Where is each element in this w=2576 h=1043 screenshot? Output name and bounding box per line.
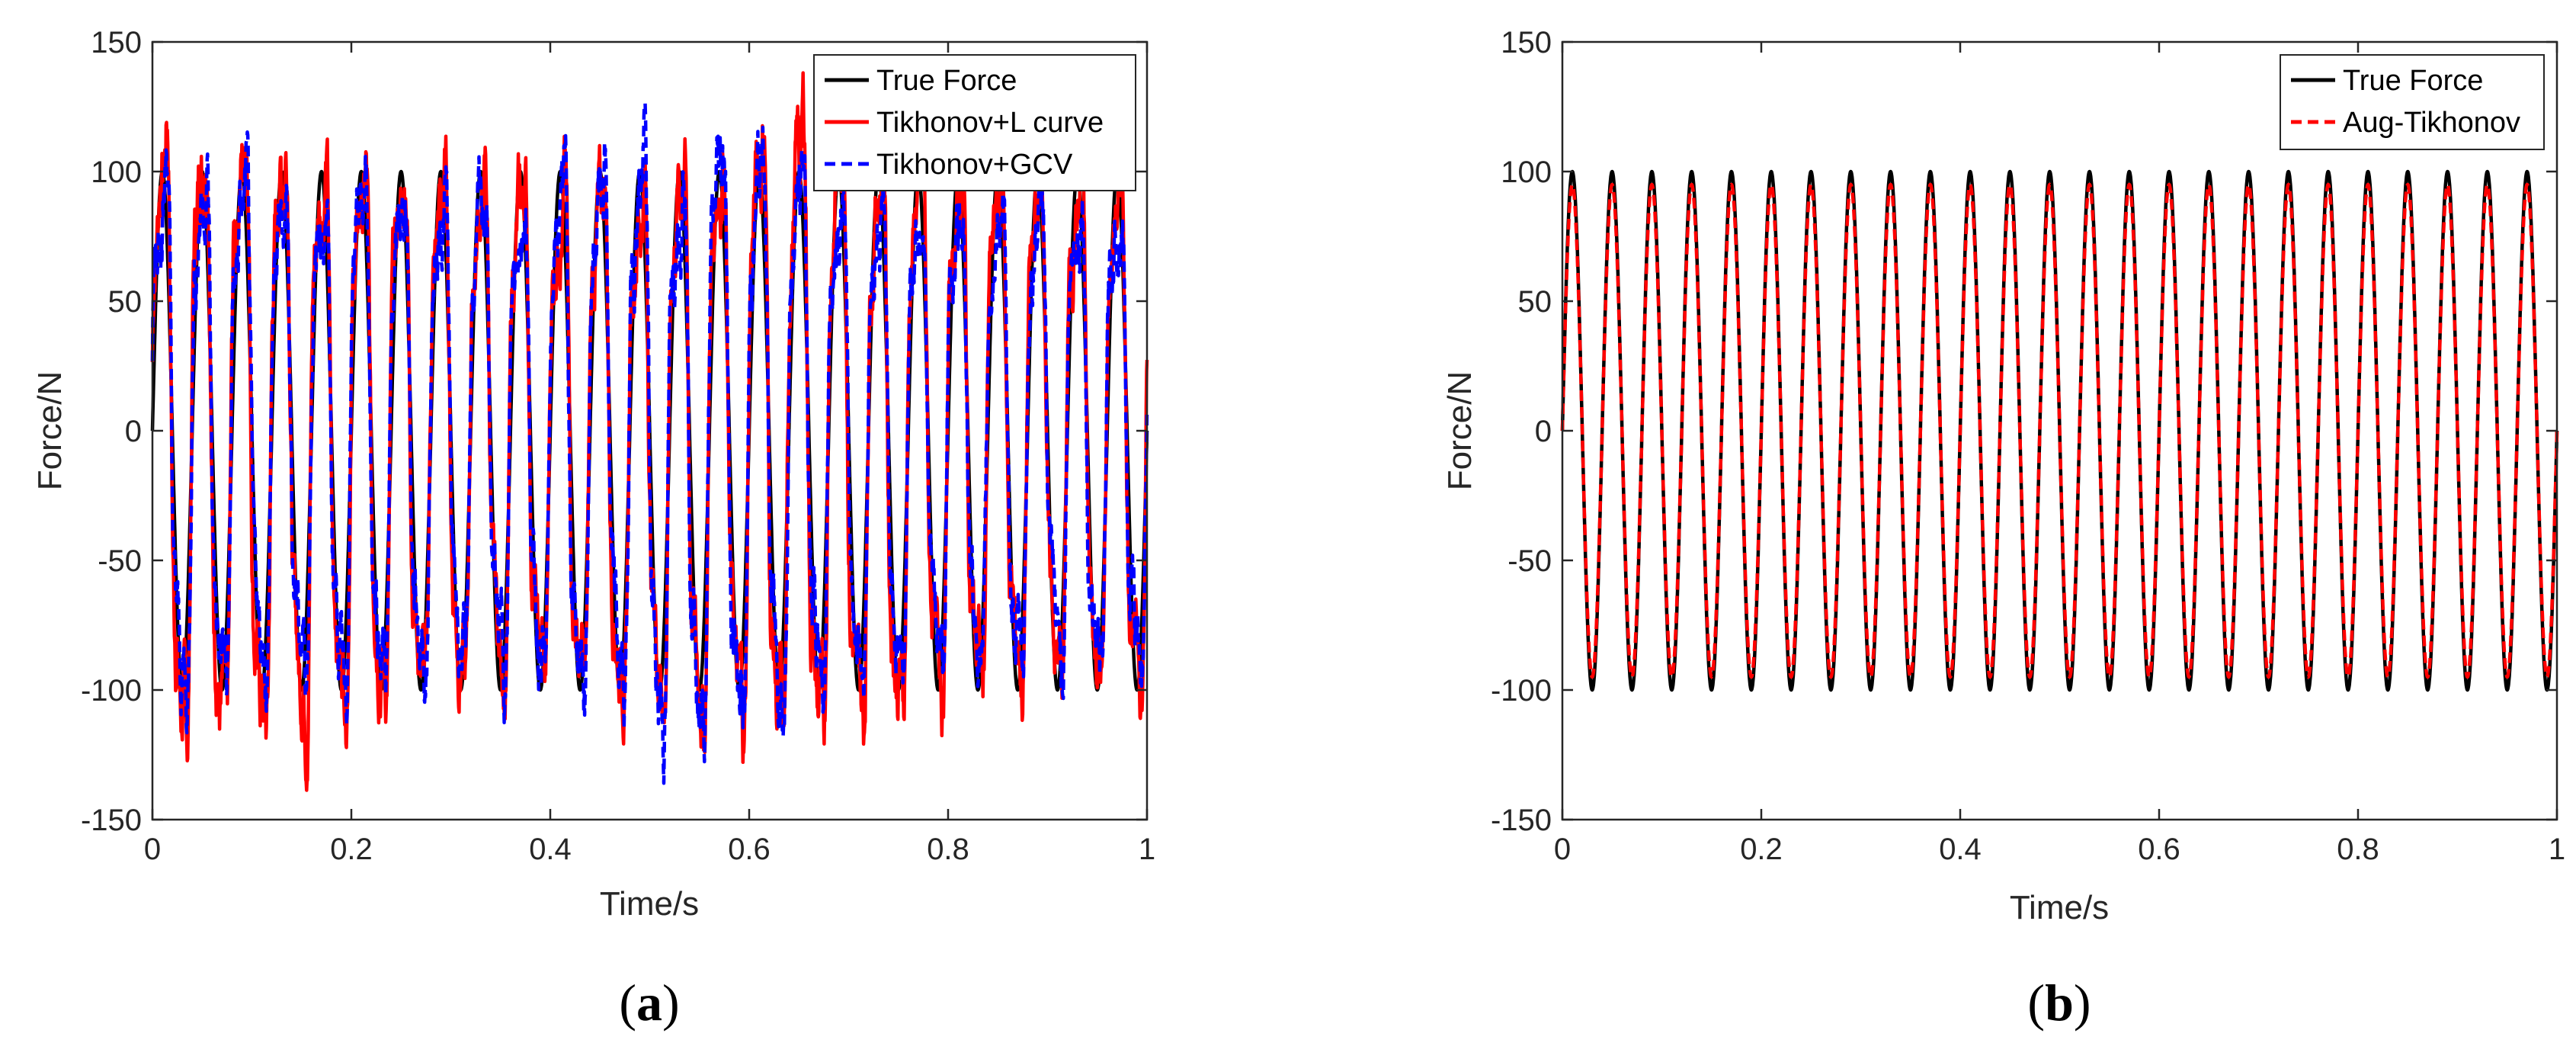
legend-label-true-force-b: True Force bbox=[2343, 65, 2483, 97]
x-tick-label-b: 0 bbox=[1554, 833, 1571, 866]
caption-a: (a) bbox=[619, 974, 679, 1032]
y-tick-label-b: -100 bbox=[1491, 674, 1552, 708]
y-tick-label-a: 150 bbox=[91, 26, 142, 59]
legend-a: True Force Tikhonov+L curve Tikhonov+GCV bbox=[813, 54, 1136, 191]
legend-label-aug-tikhonov-b: Aug-Tikhonov bbox=[2343, 107, 2520, 139]
x-tick-label-b: 0.4 bbox=[1939, 833, 1982, 866]
y-tick-label-b: -50 bbox=[1507, 544, 1552, 578]
x-tick-label-b: 1 bbox=[2549, 833, 2565, 866]
legend-b: True Force Aug-Tikhonov bbox=[2280, 54, 2545, 150]
ticks-group-a: 0 0.2 0.4 0.6 0.8 1 150 100 50 0 -50 -100 -150 bbox=[81, 26, 1155, 866]
x-tick-label-a: 0 bbox=[144, 833, 161, 866]
caption-b: (b) bbox=[2027, 974, 2091, 1032]
x-tick-label-b: 0.2 bbox=[1740, 833, 1783, 866]
x-tick-label-b: 0.6 bbox=[2138, 833, 2180, 866]
x-tick-label-b: 0.8 bbox=[2337, 833, 2379, 866]
legend-label-l-curve-a: Tikhonov+L curve bbox=[876, 107, 1104, 139]
xlabel-b: Time/s bbox=[2010, 889, 2109, 926]
y-tick-label-a: -150 bbox=[81, 804, 142, 837]
x-tick-label-a: 0.4 bbox=[529, 833, 572, 866]
ylabel-a: Force/N bbox=[31, 371, 69, 490]
x-tick-label-a: 0.2 bbox=[330, 833, 373, 866]
y-tick-label-b: 100 bbox=[1501, 156, 1552, 189]
ylabel-b: Force/N bbox=[1441, 371, 1479, 490]
legend-label-true-force-a: True Force bbox=[876, 65, 1017, 97]
series-group-a bbox=[150, 71, 1149, 792]
y-tick-label-a: -50 bbox=[98, 544, 142, 578]
x-tick-label-a: 1 bbox=[1139, 833, 1155, 866]
ticks-group-b: 0 0.2 0.4 0.6 0.8 1 150 100 50 0 -50 -100 -150 bbox=[1491, 26, 2565, 866]
y-tick-label-b: 50 bbox=[1518, 285, 1552, 319]
x-tick-label-a: 0.6 bbox=[728, 833, 771, 866]
x-tick-label-a: 0.8 bbox=[927, 833, 969, 866]
y-tick-label-b: -150 bbox=[1491, 804, 1552, 837]
series-line-aug-tikhonov-b bbox=[1560, 182, 2559, 679]
xlabel-a: Time/s bbox=[600, 885, 699, 923]
y-tick-label-a: 0 bbox=[125, 415, 142, 448]
panel-b: 0 0.2 0.4 0.6 0.8 1 150 100 50 0 -50 -100 -150 Time/… bbox=[1441, 26, 2565, 1032]
y-tick-label-a: -100 bbox=[81, 674, 142, 708]
y-tick-label-a: 50 bbox=[108, 285, 143, 319]
y-tick-label-b: 0 bbox=[1535, 415, 1552, 448]
legend-box-b bbox=[2280, 54, 2545, 150]
y-tick-label-b: 150 bbox=[1501, 26, 1552, 59]
y-tick-label-a: 100 bbox=[91, 156, 142, 189]
panel-a: 0 0.2 0.4 0.6 0.8 1 150 100 50 0 -50 -100 -150 Time/… bbox=[31, 26, 1155, 1032]
series-line-tikhonov-gcv-a bbox=[150, 101, 1149, 785]
series-group-b bbox=[1560, 169, 2559, 692]
legend-label-gcv-a: Tikhonov+GCV bbox=[876, 149, 1073, 181]
